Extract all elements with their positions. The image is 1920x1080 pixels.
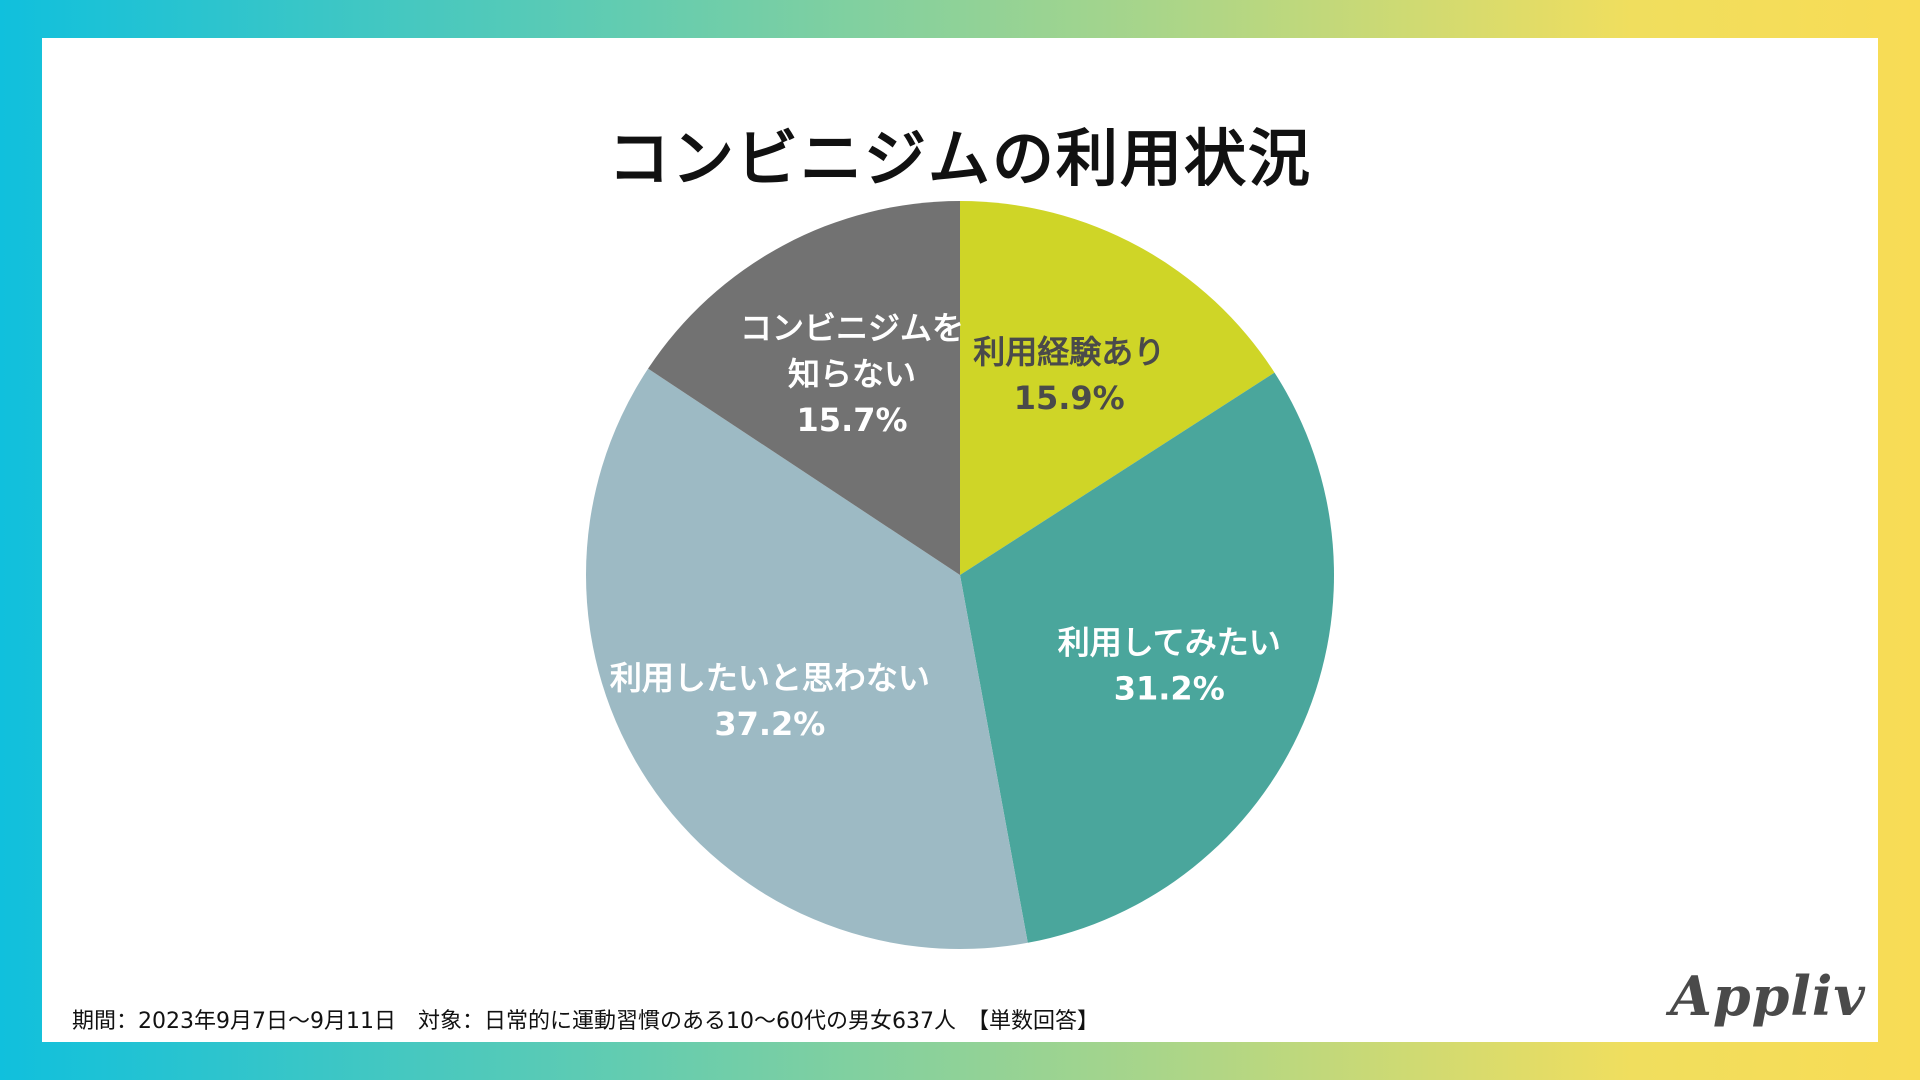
- slice-label-line-3-0: コンビニジムを: [740, 309, 964, 347]
- slice-value-2: 37.2%: [714, 705, 825, 743]
- pie-slice-0: [960, 201, 1275, 575]
- chart-card: コンビニジムの利用状況 利用経験あり 15.9% 利用してみたい 31.2% 利用したい…: [42, 38, 1878, 1042]
- slice-label-1: 利用してみたい 31.2%: [1058, 624, 1281, 708]
- pie-chart: 利用経験あり 15.9% 利用してみたい 31.2% 利用したいと思わない 37.2% コン…: [586, 201, 1334, 949]
- slice-label-line-2-0: 利用したいと思わない: [610, 659, 930, 697]
- pie-slice-2: [586, 368, 1028, 949]
- slice-value-0: 15.9%: [1014, 379, 1125, 417]
- slice-label-line-1-0: 利用してみたい: [1058, 624, 1281, 662]
- slice-label-0: 利用経験あり 15.9%: [973, 333, 1165, 417]
- slice-value-1: 31.2%: [1114, 670, 1225, 708]
- slice-label-3: コンビニジムを知らない 15.7%: [740, 309, 964, 439]
- slice-label-line-3-1: 知らない: [788, 355, 916, 393]
- appliv-logo: Appliv: [1670, 964, 1866, 1028]
- survey-footnote: 期間：2023年9月7日〜9月11日 対象：日常的に運動習慣のある10〜60代の…: [72, 1009, 1099, 1034]
- slice-value-3: 15.7%: [797, 401, 908, 439]
- slice-label-line-0-0: 利用経験あり: [973, 333, 1165, 371]
- slice-label-2: 利用したいと思わない 37.2%: [610, 659, 930, 743]
- pie-slice-3: [648, 201, 960, 575]
- pie-slice-1: [960, 372, 1334, 943]
- chart-title: コンビニジムの利用状況: [607, 122, 1312, 195]
